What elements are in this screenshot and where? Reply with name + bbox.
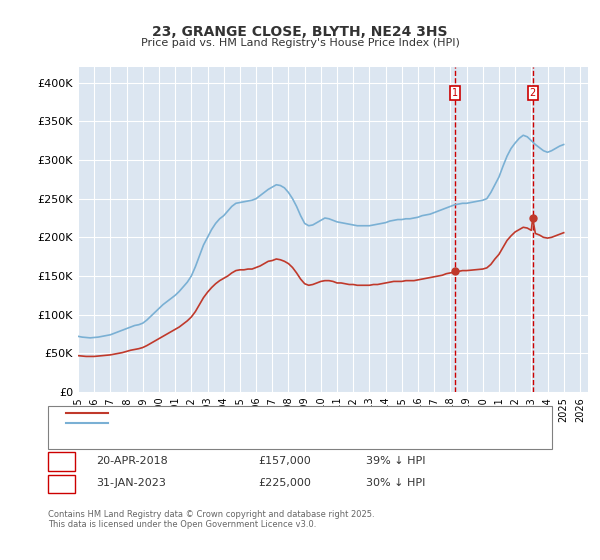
Text: 20-APR-2018: 20-APR-2018 bbox=[96, 456, 168, 466]
Text: £157,000: £157,000 bbox=[258, 456, 311, 466]
Text: £225,000: £225,000 bbox=[258, 478, 311, 488]
Text: Price paid vs. HM Land Registry's House Price Index (HPI): Price paid vs. HM Land Registry's House … bbox=[140, 38, 460, 48]
Text: 2: 2 bbox=[530, 88, 536, 98]
Text: 1: 1 bbox=[452, 88, 458, 98]
Text: 2: 2 bbox=[58, 478, 65, 488]
Text: HPI: Average price, detached house, Northumberland: HPI: Average price, detached house, Nort… bbox=[114, 418, 376, 428]
Text: 39% ↓ HPI: 39% ↓ HPI bbox=[366, 456, 425, 466]
Text: Contains HM Land Registry data © Crown copyright and database right 2025.
This d: Contains HM Land Registry data © Crown c… bbox=[48, 510, 374, 529]
Text: 30% ↓ HPI: 30% ↓ HPI bbox=[366, 478, 425, 488]
Text: 23, GRANGE CLOSE, BLYTH, NE24 3HS: 23, GRANGE CLOSE, BLYTH, NE24 3HS bbox=[152, 25, 448, 39]
Text: 31-JAN-2023: 31-JAN-2023 bbox=[96, 478, 166, 488]
Text: 1: 1 bbox=[58, 456, 65, 466]
Text: 23, GRANGE CLOSE, BLYTH, NE24 3HS (detached house): 23, GRANGE CLOSE, BLYTH, NE24 3HS (detac… bbox=[114, 408, 389, 418]
